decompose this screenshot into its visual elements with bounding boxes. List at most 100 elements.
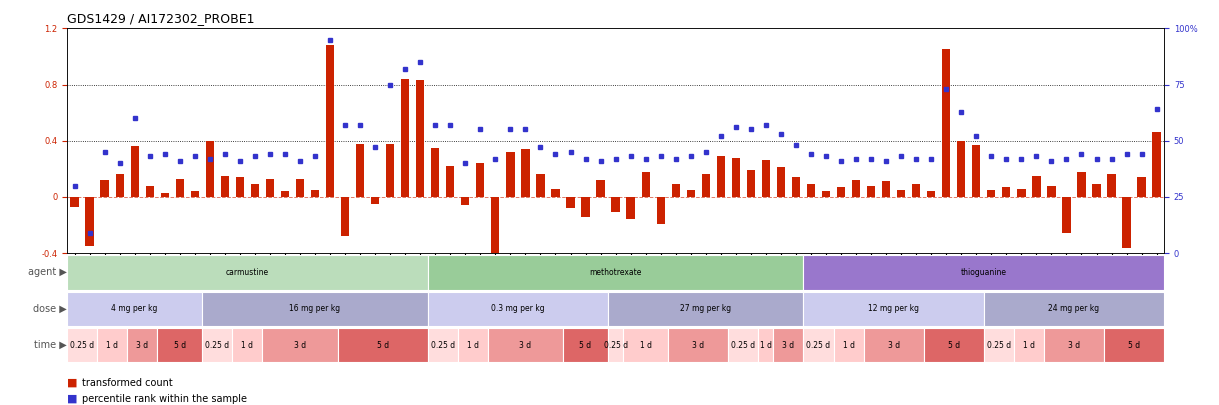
Text: 27 mg per kg: 27 mg per kg: [680, 304, 731, 313]
Bar: [506, 152, 514, 197]
Bar: [837, 187, 845, 197]
Text: ■: ■: [67, 394, 78, 404]
Bar: [100, 180, 108, 197]
Bar: [235, 177, 244, 197]
Text: 1 d: 1 d: [640, 341, 652, 350]
Bar: [401, 79, 410, 197]
Bar: [852, 180, 861, 197]
Text: 0.25 d: 0.25 d: [986, 341, 1011, 350]
Bar: [984, 328, 1014, 362]
Bar: [251, 184, 258, 197]
Bar: [356, 143, 364, 197]
Bar: [67, 292, 202, 326]
Bar: [446, 166, 455, 197]
Text: 3 d: 3 d: [519, 341, 531, 350]
Bar: [867, 185, 875, 197]
Text: 0.25 d: 0.25 d: [603, 341, 628, 350]
Text: 3 d: 3 d: [137, 341, 149, 350]
Text: 16 mg per kg: 16 mg per kg: [289, 304, 340, 313]
Bar: [747, 170, 755, 197]
Bar: [1002, 187, 1011, 197]
Bar: [581, 197, 590, 217]
Bar: [803, 328, 834, 362]
Text: 3 d: 3 d: [692, 341, 705, 350]
Bar: [338, 328, 428, 362]
Text: 0.25 d: 0.25 d: [430, 341, 455, 350]
Bar: [1123, 197, 1131, 247]
Bar: [1078, 172, 1086, 197]
Text: 3 d: 3 d: [1068, 341, 1080, 350]
Bar: [657, 197, 664, 224]
Bar: [863, 328, 924, 362]
Bar: [672, 184, 680, 197]
Bar: [233, 328, 262, 362]
Bar: [897, 190, 906, 197]
Bar: [972, 145, 980, 197]
Bar: [116, 175, 124, 197]
Text: time ▶: time ▶: [34, 340, 67, 350]
Bar: [834, 328, 863, 362]
Bar: [206, 141, 215, 197]
Text: 0.3 mg per kg: 0.3 mg per kg: [491, 304, 545, 313]
Bar: [792, 177, 800, 197]
Bar: [596, 180, 605, 197]
Bar: [280, 191, 289, 197]
Bar: [627, 197, 635, 220]
Text: 0.25 d: 0.25 d: [205, 341, 229, 350]
Bar: [807, 184, 816, 197]
Bar: [668, 328, 728, 362]
Bar: [428, 328, 458, 362]
Text: 5 d: 5 d: [579, 341, 591, 350]
Text: percentile rank within the sample: percentile rank within the sample: [82, 394, 246, 404]
Text: 0.25 d: 0.25 d: [807, 341, 830, 350]
Bar: [563, 328, 608, 362]
Bar: [161, 193, 169, 197]
Bar: [702, 175, 709, 197]
Text: methotrexate: methotrexate: [590, 268, 641, 277]
Bar: [803, 255, 1164, 290]
Bar: [1062, 197, 1070, 233]
Text: 5 d: 5 d: [947, 341, 959, 350]
Bar: [477, 163, 484, 197]
Bar: [762, 160, 770, 197]
Text: 3 d: 3 d: [783, 341, 795, 350]
Text: 1 d: 1 d: [759, 341, 772, 350]
Text: 24 mg per kg: 24 mg per kg: [1048, 304, 1100, 313]
Bar: [773, 328, 803, 362]
Text: 1 d: 1 d: [1023, 341, 1035, 350]
Bar: [266, 179, 274, 197]
Bar: [202, 292, 428, 326]
Bar: [883, 181, 890, 197]
Text: 1 d: 1 d: [241, 341, 254, 350]
Bar: [202, 328, 233, 362]
Text: carmustine: carmustine: [226, 268, 269, 277]
Text: 5 d: 5 d: [1128, 341, 1140, 350]
Bar: [987, 190, 996, 197]
Bar: [536, 175, 545, 197]
Text: 0.25 d: 0.25 d: [731, 341, 756, 350]
Bar: [522, 149, 529, 197]
Text: 5 d: 5 d: [377, 341, 389, 350]
Bar: [85, 197, 94, 246]
Bar: [623, 328, 668, 362]
Bar: [1032, 176, 1041, 197]
Text: ■: ■: [67, 378, 78, 388]
Text: 1 d: 1 d: [842, 341, 855, 350]
Bar: [984, 292, 1164, 326]
Bar: [1137, 177, 1146, 197]
Bar: [98, 328, 127, 362]
Text: 1 d: 1 d: [467, 341, 479, 350]
Bar: [942, 49, 951, 197]
Bar: [262, 328, 338, 362]
Bar: [145, 185, 154, 197]
Bar: [325, 45, 334, 197]
Bar: [641, 172, 650, 197]
Bar: [221, 176, 229, 197]
Bar: [1104, 328, 1164, 362]
Bar: [428, 255, 803, 290]
Text: GDS1429 / AI172302_PROBE1: GDS1429 / AI172302_PROBE1: [67, 12, 255, 25]
Text: 12 mg per kg: 12 mg per kg: [868, 304, 919, 313]
Bar: [567, 197, 574, 208]
Bar: [777, 167, 785, 197]
Bar: [491, 197, 500, 267]
